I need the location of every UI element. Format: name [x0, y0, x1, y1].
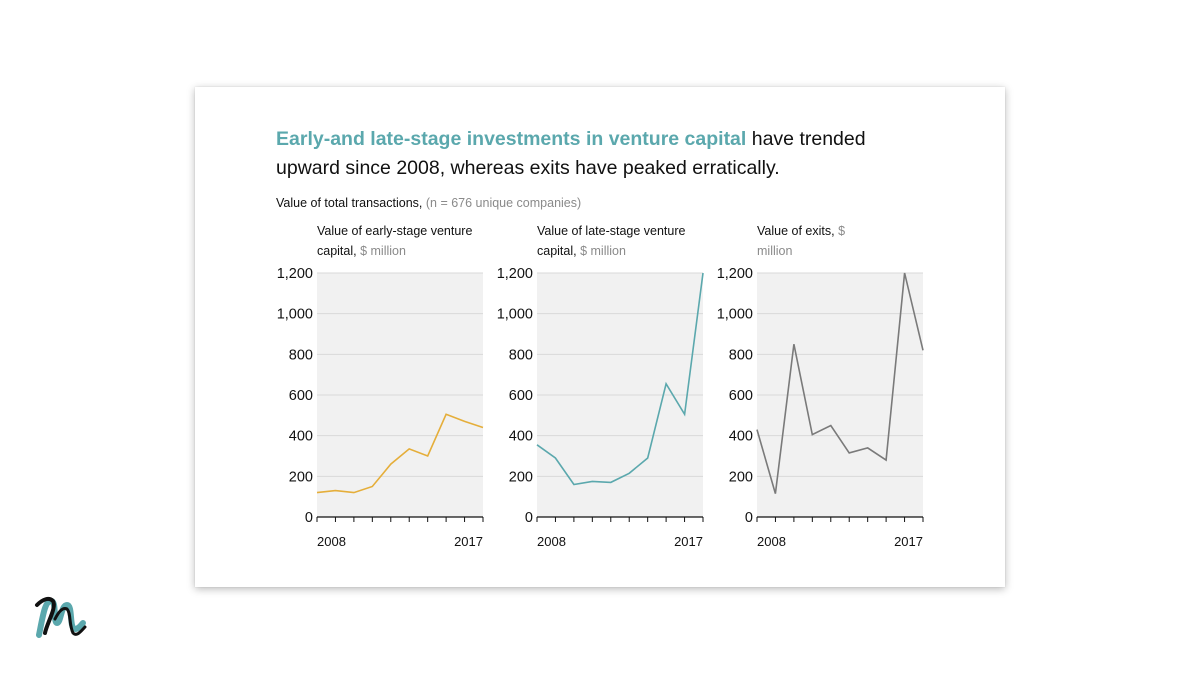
early-x-tick-label-start: 2008: [317, 534, 346, 549]
chart-card: Early-and late-stage investments in vent…: [195, 87, 1005, 587]
panel-title-early-main: Value of early-stage venture capital,: [317, 224, 473, 258]
early-y-tick-label: 200: [289, 469, 313, 485]
exits-x-tick-label-start: 2008: [757, 534, 786, 549]
exits-y-tick-label: 200: [729, 469, 753, 485]
late-y-tick-label: 400: [509, 429, 533, 445]
headline: Early-and late-stage investments in vent…: [276, 125, 896, 183]
late-x-tick-label-end: 2017: [674, 534, 703, 549]
panel-title-late-unit: $ million: [576, 244, 626, 258]
exits-series-line: [756, 272, 924, 494]
exits-y-tick-label: 600: [729, 388, 753, 404]
late-y-tick-label: 0: [525, 510, 533, 526]
panel-title-exits-unit: $ million: [757, 224, 846, 258]
exits-y-tick-label: 800: [729, 347, 753, 363]
early-y-tick-label: 400: [289, 429, 313, 445]
late-x-tick-label-start: 2008: [537, 534, 566, 549]
exits-x-tick-label-end: 2017: [894, 534, 923, 549]
late-y-tick-label: 1,200: [497, 266, 533, 282]
exits-y-tick-label: 1,000: [717, 307, 753, 323]
late-y-tick-label: 600: [509, 388, 533, 404]
small-multiples-charts: 0 200 400 600 800 1,000 1,200 2008 2017 0 200 400 60…: [277, 266, 924, 549]
early-y-tick-label: 600: [289, 388, 313, 404]
early-series-line: [316, 413, 484, 494]
panel-title-early-unit: $ million: [356, 244, 406, 258]
exits-y-tick-label: 1,200: [717, 266, 753, 282]
panel-title-exits-main: Value of exits,: [757, 224, 835, 238]
early-y-tick-label: 0: [305, 510, 313, 526]
subtitle-note: (n = 676 unique companies): [422, 196, 582, 210]
panel-title-early: Value of early-stage venture capital, $ …: [317, 221, 492, 261]
early-x-tick-label-end: 2017: [454, 534, 483, 549]
late-y-tick-label: 800: [509, 347, 533, 363]
brand-m-logo-icon: [35, 596, 87, 638]
exits-y-tick-label: 400: [729, 429, 753, 445]
late-y-tick-label: 1,000: [497, 307, 533, 323]
late-y-tick-label: 200: [509, 469, 533, 485]
early-y-tick-label: 1,200: [277, 266, 313, 282]
panel-title-exits: Value of exits, $ million: [757, 221, 877, 261]
panel-title-late-main: Value of late-stage venture capital,: [537, 224, 686, 258]
late-series-line: [536, 272, 704, 486]
headline-rest: have trended upward since 2008, whereas …: [276, 128, 866, 179]
early-y-tick-label: 1,000: [277, 307, 313, 323]
headline-highlight: Early-and late-stage investments in vent…: [276, 128, 747, 150]
exits-y-tick-label: 0: [745, 510, 753, 526]
early-y-tick-label: 800: [289, 347, 313, 363]
subtitle-main: Value of total transactions,: [276, 196, 423, 210]
chart-subtitle: Value of total transactions, (n = 676 un…: [276, 196, 581, 210]
panel-title-late: Value of late-stage venture capital, $ m…: [537, 221, 712, 261]
